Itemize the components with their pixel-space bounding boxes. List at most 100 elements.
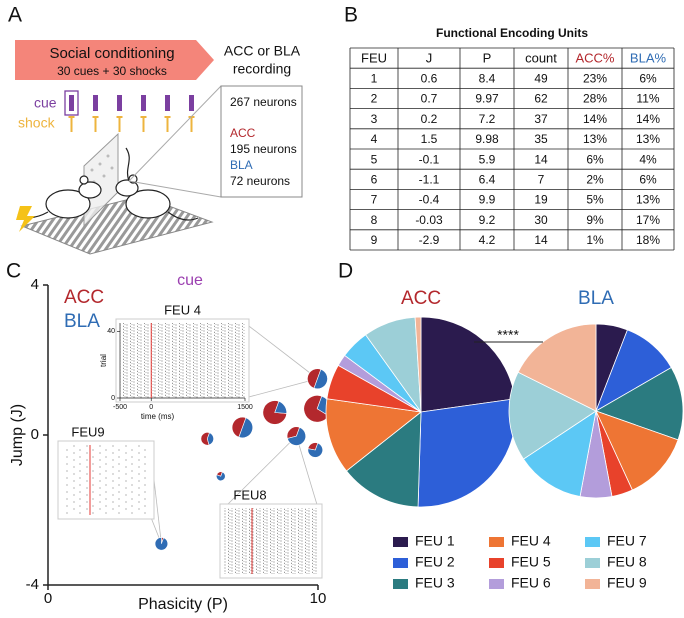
inset-x-label: time (ms) — [141, 412, 175, 421]
banner — [15, 40, 214, 80]
table-cell: 4 — [371, 132, 378, 146]
table-cell: 4% — [639, 152, 657, 166]
banner-title: Social conditioning — [49, 45, 174, 62]
pie-slice — [345, 411, 422, 508]
table-cell: 9.9 — [479, 193, 496, 207]
point-wedge-acc — [303, 395, 330, 423]
legend-entry: ACC — [64, 287, 104, 308]
inset-title: FEU 4 — [164, 302, 201, 317]
pie-slice — [595, 366, 684, 441]
inset-x-tick-label: -500 — [113, 404, 127, 411]
table-cell: 18% — [636, 233, 660, 247]
column-header: P — [483, 51, 492, 66]
table-cell: 5 — [371, 152, 378, 166]
legend-swatch — [489, 558, 504, 568]
legend-entry: FEU 3 — [415, 575, 455, 591]
acc-label: ACC — [230, 126, 256, 140]
column-header: count — [525, 51, 557, 66]
panel-label: C — [6, 260, 21, 283]
schematic: Social conditioning 30 cues + 30 shocks … — [15, 40, 303, 255]
table-cell: 0.6 — [421, 71, 438, 85]
chart-title: cue — [177, 272, 203, 289]
table-cell: 9% — [586, 213, 604, 227]
table-cell: 4.2 — [479, 233, 496, 247]
table-cell: 8.4 — [479, 71, 496, 85]
shock-bars — [68, 116, 195, 132]
significance: **** — [497, 327, 519, 343]
pie-title: ACC — [401, 288, 441, 309]
legend-swatch — [585, 558, 600, 568]
x-tick-label: 0 — [44, 590, 52, 607]
table-cell: 30 — [534, 213, 548, 227]
table-cell: 17% — [636, 213, 660, 227]
banner-subtitle: 30 cues + 30 shocks — [57, 64, 167, 78]
point-wedge-bla — [216, 471, 226, 482]
table-cell: 9.97 — [475, 92, 499, 106]
table-cell: 6.4 — [479, 172, 496, 186]
pie-title: BLA — [578, 288, 614, 309]
inset-connector — [244, 322, 318, 380]
acc-neurons: 195 neurons — [230, 142, 297, 156]
panel-label: A — [8, 4, 22, 27]
table-cell: -1.1 — [419, 172, 440, 186]
table-cell: 0.7 — [421, 92, 438, 106]
table-cell: 6% — [639, 172, 657, 186]
legend-swatch — [393, 537, 408, 547]
legend-swatch — [393, 579, 408, 589]
raster — [224, 508, 318, 574]
table-cell: 19 — [534, 193, 548, 207]
y-tick-label: 4 — [31, 276, 39, 293]
inset-title: FEU8 — [233, 487, 266, 502]
legend-entry: BLA — [64, 311, 100, 332]
column-header: BLA% — [630, 51, 667, 66]
legend-entry: FEU 4 — [511, 533, 551, 549]
panel-label: D — [338, 260, 353, 283]
table-cell: 13% — [636, 132, 660, 146]
pie-slice — [417, 398, 517, 508]
recording-box — [220, 85, 303, 198]
table-cell: -0.03 — [415, 213, 443, 227]
bla-neurons: 72 neurons — [230, 174, 290, 188]
point-wedge-bla — [154, 537, 169, 551]
table-cell: 5% — [586, 193, 604, 207]
table-cell: 5.9 — [479, 152, 496, 166]
legend-entry: FEU 8 — [607, 554, 647, 570]
shock-label: shock — [18, 115, 56, 131]
table-cell: 1.5 — [421, 132, 438, 146]
legend-entry: FEU 6 — [511, 575, 551, 591]
recording-lines — [128, 85, 222, 198]
table-cell: -0.4 — [419, 193, 440, 207]
table-cell: 8 — [371, 213, 378, 227]
point-wedge-bla — [238, 417, 254, 439]
recording-title: ACC or BLA — [224, 43, 301, 59]
inset-connector — [296, 436, 319, 509]
cue-label: cue — [34, 95, 57, 111]
table-cell: 28% — [583, 92, 607, 106]
point-wedge-bla — [206, 432, 214, 446]
raster — [120, 323, 245, 398]
point-wedge-bla — [307, 442, 324, 458]
table-cell: 2 — [371, 92, 378, 106]
table-cell: 11% — [636, 92, 659, 106]
legend-swatch — [393, 558, 408, 568]
table-cell: 9 — [371, 233, 378, 247]
pie-slice — [522, 410, 597, 497]
panel-label: B — [344, 4, 358, 27]
column-header: J — [426, 51, 433, 66]
pie-slice — [325, 398, 422, 472]
bla-label: BLA — [230, 158, 253, 172]
legend-entry: FEU 2 — [415, 554, 455, 570]
table-cell: 13% — [636, 193, 660, 207]
table-cell: 6% — [639, 71, 657, 85]
table-cell: 1 — [371, 71, 378, 85]
pie-slice — [414, 316, 422, 413]
x-axis-label: Phasicity (P) — [138, 596, 228, 613]
table-cell: 1% — [586, 233, 604, 247]
legend-entry: FEU 5 — [511, 554, 551, 570]
pie-slice — [517, 323, 597, 412]
table-cell: 14 — [534, 233, 548, 247]
point-wedge-bla — [313, 368, 328, 390]
